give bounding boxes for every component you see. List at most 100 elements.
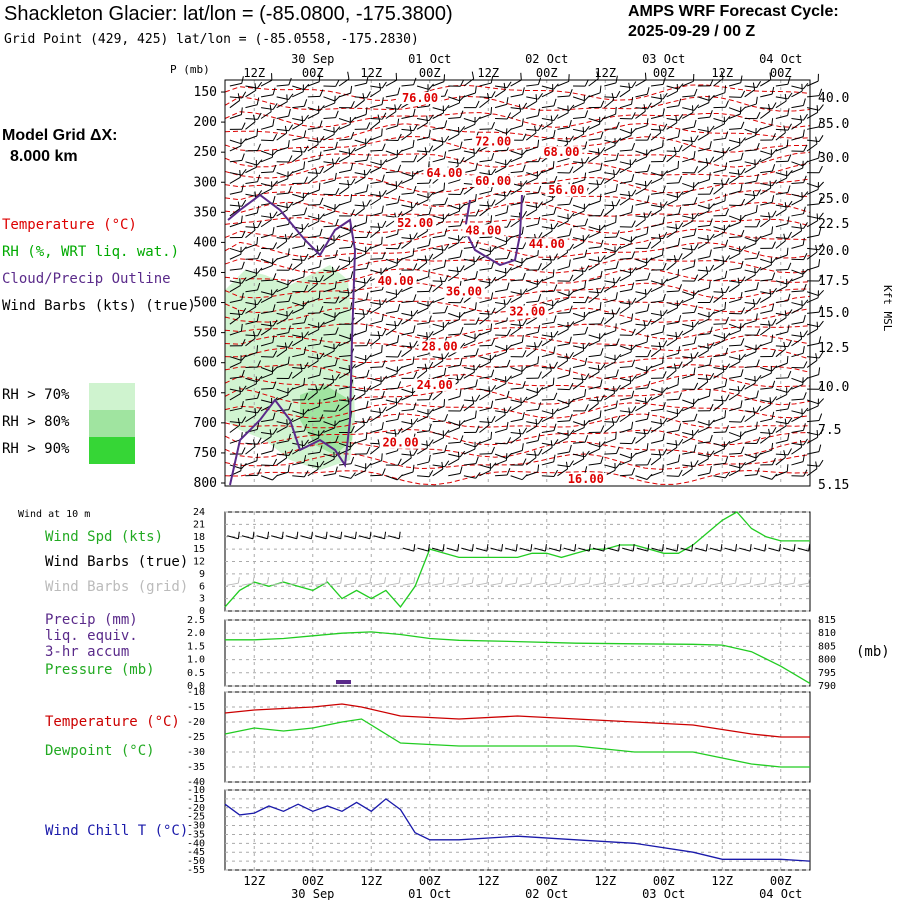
wind-barb-flag bbox=[459, 95, 466, 102]
wind-barb-shaft bbox=[369, 337, 381, 347]
wind-barb bbox=[245, 282, 261, 293]
wind-barb-flag bbox=[459, 265, 465, 272]
wind-barb-flag bbox=[614, 138, 616, 146]
wind-barb-flag bbox=[646, 303, 650, 311]
wind-barb bbox=[307, 89, 324, 98]
wind-barb-shaft bbox=[526, 286, 538, 293]
wind-barb-flag bbox=[693, 88, 698, 96]
wind-barb bbox=[229, 323, 243, 336]
wind-barb bbox=[807, 351, 824, 359]
barb-flag bbox=[691, 544, 694, 552]
wind-barb bbox=[588, 410, 602, 423]
wind-barb bbox=[650, 170, 668, 177]
wind-barb-shaft bbox=[385, 94, 398, 98]
wind-barb bbox=[588, 286, 605, 294]
wind-barb-flag bbox=[303, 423, 308, 432]
wind-barb-shaft bbox=[635, 170, 648, 174]
wind-barb-shaft bbox=[260, 150, 273, 156]
wind-barb-flag bbox=[771, 303, 775, 311]
wind-barb bbox=[791, 283, 807, 293]
wind-barb bbox=[713, 471, 731, 479]
barb-flag bbox=[778, 544, 781, 552]
wind-barb bbox=[791, 129, 805, 141]
wind-barb bbox=[479, 245, 497, 253]
wind-barb-shaft bbox=[385, 139, 399, 141]
wind-barb-shaft bbox=[510, 418, 523, 423]
wind-barb-flag bbox=[646, 366, 648, 374]
wind-barb-shaft bbox=[744, 320, 757, 325]
wind-barb-flag bbox=[771, 195, 775, 203]
wind-barb bbox=[292, 300, 310, 307]
wind-barb-shaft bbox=[416, 136, 430, 141]
wind-barb bbox=[557, 322, 569, 336]
wind-barb-flag bbox=[740, 292, 743, 300]
wind-barb-flag bbox=[646, 411, 650, 420]
wind-barb-flag bbox=[631, 436, 636, 444]
wind-barb bbox=[713, 396, 724, 412]
wind-barb-grid bbox=[578, 577, 591, 586]
wind-barb-shaft bbox=[557, 437, 569, 444]
wind-barb-flag bbox=[396, 366, 398, 374]
wind-barb-flag bbox=[350, 147, 356, 154]
wind-barb-shaft bbox=[479, 128, 492, 130]
wind-barb-flag bbox=[584, 311, 591, 318]
wind-barb-shaft bbox=[370, 181, 383, 184]
barb-shaft bbox=[622, 582, 634, 586]
wind-barb-flag bbox=[646, 334, 649, 343]
wind-barb-flag bbox=[318, 322, 320, 330]
wind-barb bbox=[775, 233, 786, 249]
wind-barb bbox=[807, 274, 823, 282]
wind-barb-shaft bbox=[260, 399, 273, 404]
wind-barb-shaft bbox=[697, 164, 708, 174]
wind-barb-flag bbox=[288, 371, 293, 379]
bottom-time-tick-label: 00Z bbox=[302, 874, 324, 888]
wind-barb bbox=[307, 214, 320, 228]
wind-barb bbox=[604, 415, 621, 423]
wind-barb-shaft bbox=[791, 167, 803, 174]
wind-barb-shaft bbox=[635, 139, 648, 141]
wind-barb bbox=[572, 342, 590, 349]
wind-barb-flag bbox=[709, 326, 713, 334]
wind-barb-shaft bbox=[463, 123, 476, 130]
wind-barb bbox=[697, 311, 715, 318]
wind-barb bbox=[260, 321, 272, 336]
wind-barb bbox=[651, 402, 666, 412]
wind-barb-shaft bbox=[682, 464, 695, 467]
wind-barb-true bbox=[256, 531, 270, 540]
wind-barb-shaft bbox=[354, 204, 367, 207]
wind-barb-shaft bbox=[276, 178, 289, 184]
wind-barb bbox=[526, 356, 540, 368]
wind-barb-flag bbox=[724, 270, 728, 279]
wind-barb-flag bbox=[300, 147, 303, 155]
wind-barb bbox=[432, 399, 446, 412]
wind-barb bbox=[619, 375, 637, 382]
wind-barb-shaft bbox=[557, 266, 570, 271]
wind-barb-flag bbox=[584, 404, 589, 412]
wind-barb bbox=[401, 450, 412, 466]
wind-barb-shaft bbox=[650, 172, 663, 177]
wind-barb-shaft bbox=[728, 107, 741, 113]
wind-barb-shaft bbox=[572, 210, 585, 217]
wind-barb-flag bbox=[725, 131, 729, 139]
wind-barb bbox=[713, 116, 725, 130]
wind-barb-flag bbox=[553, 284, 558, 292]
wind-barb-flag bbox=[771, 334, 774, 342]
wind-barb bbox=[619, 297, 637, 305]
barb-flag bbox=[720, 544, 723, 552]
wind-barb-shaft bbox=[682, 356, 695, 359]
wind-barb-shaft bbox=[791, 122, 802, 130]
wind-barb-shaft bbox=[385, 296, 397, 303]
barb-flag bbox=[281, 531, 284, 539]
wind-barb bbox=[604, 384, 621, 392]
wind-barb-shaft bbox=[229, 159, 243, 163]
barb-shaft bbox=[695, 547, 707, 552]
wind-barb bbox=[666, 160, 680, 174]
wind-barb-shaft bbox=[760, 93, 773, 98]
wind-barb bbox=[604, 354, 622, 361]
wind-barb-flag bbox=[535, 202, 538, 210]
wind-barb bbox=[338, 302, 353, 314]
wind-barb bbox=[697, 203, 715, 210]
wind-barb-flag bbox=[582, 451, 585, 459]
wind-barb bbox=[619, 407, 631, 423]
top-time-tick-label: 00Z bbox=[770, 66, 792, 80]
